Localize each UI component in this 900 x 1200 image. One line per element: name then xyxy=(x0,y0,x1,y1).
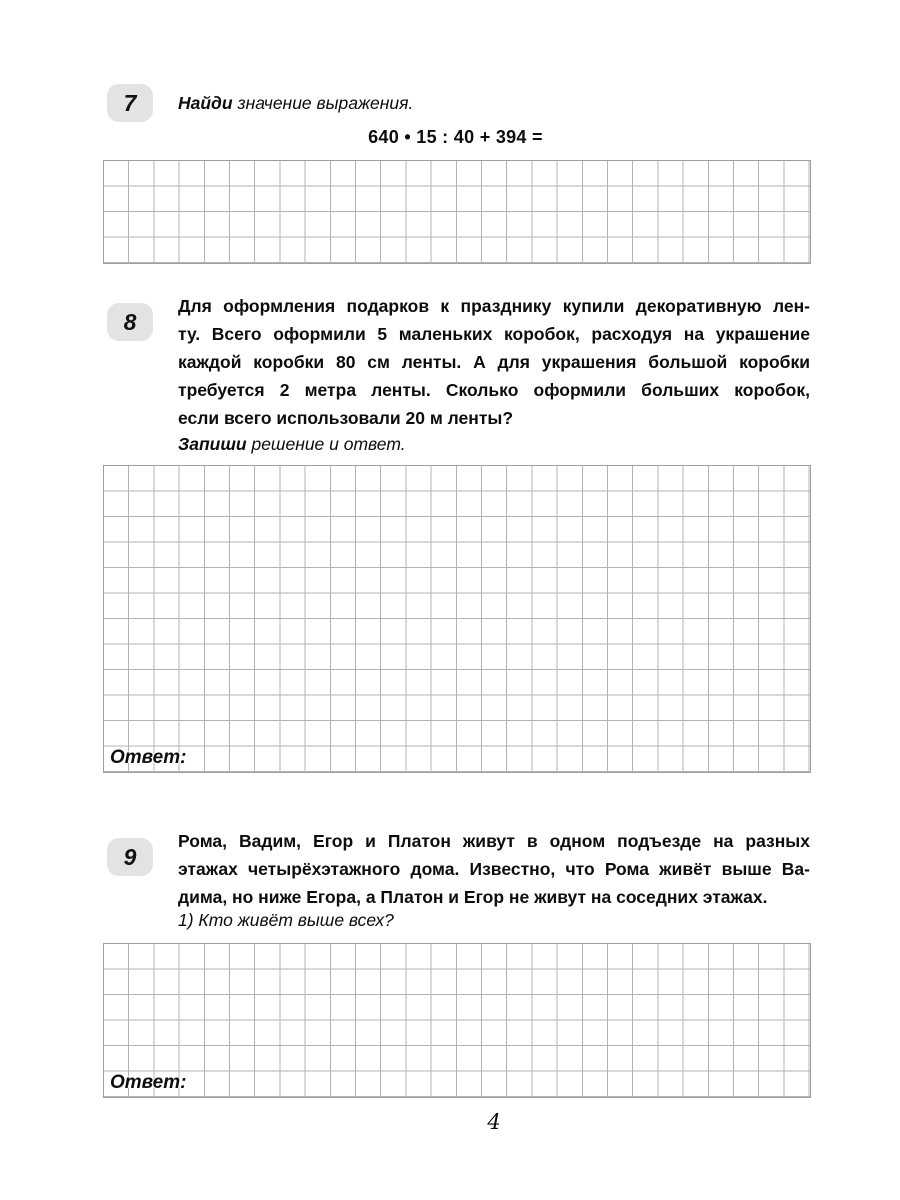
task-8-answer-label: Ответ: xyxy=(110,747,187,768)
task-8-prompt-lead: Запиши xyxy=(178,434,247,454)
task-7-instruction-rest: значение выражения. xyxy=(232,93,414,113)
task-9-number-badge: 9 xyxy=(107,838,153,876)
task-8-prompt-rest: решение и ответ. xyxy=(246,434,406,454)
task-8-prompt: Запиши решение и ответ. xyxy=(178,434,810,455)
text-line: ту. Всего оформили 5 маленьких коробок, … xyxy=(178,324,810,344)
task-7-instruction-lead: Найди xyxy=(178,93,233,113)
task-8-text: Для оформления подарков к празднику купи… xyxy=(178,292,810,432)
task-8-number: 8 xyxy=(123,308,137,335)
page-number: 4 xyxy=(487,1110,501,1134)
task-7-number-badge: 7 xyxy=(107,84,153,122)
task-7-number: 7 xyxy=(123,89,137,116)
task-9-answer-grid[interactable]: Ответ: xyxy=(103,943,811,1098)
task-9-text: Рома, Вадим, Егор и Платон живут в одном… xyxy=(178,827,810,911)
text-line: каждой коробки 80 см ленты. А для украше… xyxy=(178,352,810,372)
text-line: Рома, Вадим, Егор и Платон живут в одном… xyxy=(178,831,810,851)
text-line: Для оформления подарков к празднику купи… xyxy=(178,296,810,316)
task-8-answer-grid[interactable]: Ответ: xyxy=(103,465,811,773)
task-9-number: 9 xyxy=(123,843,137,870)
task-8-number-badge: 8 xyxy=(107,303,153,341)
task-7-instruction: Найди значение выражения. xyxy=(178,93,810,114)
text-line: если всего использовали 20 м ленты? xyxy=(178,408,514,428)
text-line: этажах четырёхэтажного дома. Известно, ч… xyxy=(178,859,810,879)
task-9-answer-label: Ответ: xyxy=(110,1072,187,1093)
task-7-expression: 640 • 15 : 40 + 394 = xyxy=(368,127,543,147)
task-9-question: 1) Кто живёт выше всех? xyxy=(178,910,394,930)
text-line: требуется 2 метра ленты. Сколько оформил… xyxy=(178,380,810,400)
text-line: дима, но ниже Егора, а Платон и Егор не … xyxy=(178,887,768,907)
task-7-answer-grid[interactable] xyxy=(103,160,811,264)
